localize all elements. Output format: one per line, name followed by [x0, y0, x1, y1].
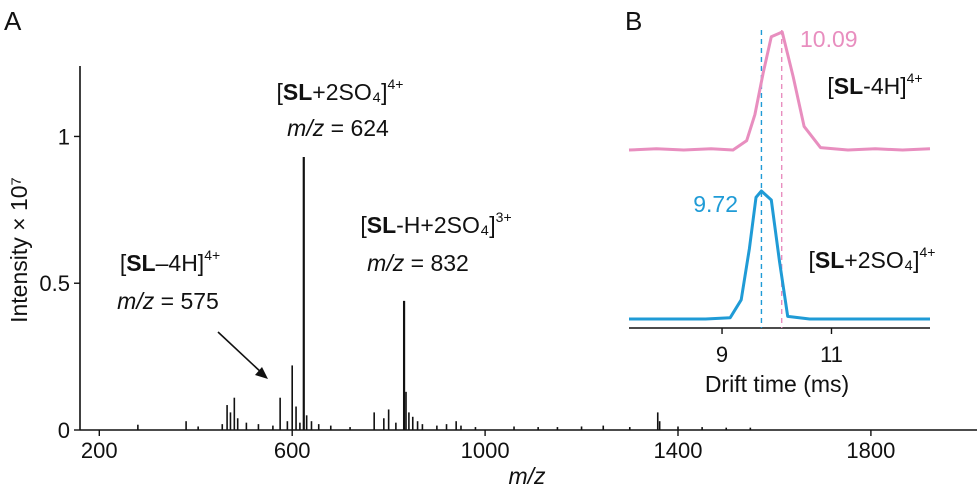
annotation-575-ion: –4H]	[156, 250, 205, 276]
annotation-575-formula: [SL–4H]4+	[120, 247, 220, 276]
y-ticks: 00.51	[39, 124, 80, 443]
annotation-575-mz: m/z = 575	[117, 288, 219, 314]
drift-trace-sl-2so4	[629, 189, 930, 321]
x-tick-label: 1800	[846, 438, 895, 463]
annotation-575-mz-label: m/z	[117, 288, 155, 314]
annotation-575-arrow	[217, 331, 264, 375]
b-x-ticks: 9 11	[716, 328, 843, 367]
annotation-624-mz-value: = 624	[331, 115, 389, 141]
annotation-624-charge: 4+	[388, 76, 404, 92]
annotation-624-species: SL	[283, 79, 312, 105]
y-tick-label: 0	[58, 418, 70, 443]
drift-time-panel: 9 11 Drift time (ms) [SL-4H]4+ [SL+2SO₄]4…	[628, 26, 936, 397]
mass-spectrum-panel: 200 600 1000 1400 1800 00.51 m/z Intensity ×…	[6, 66, 977, 489]
annotation-832-charge: 3+	[496, 209, 512, 225]
panel-a-letter: A	[4, 6, 22, 36]
annotation-832-mz-value: = 832	[411, 250, 469, 276]
x-tick-label: 1000	[461, 438, 510, 463]
annotation-832-ion: -H+2SO₄]	[396, 212, 496, 238]
panel-b-letter: B	[625, 6, 642, 36]
annotation-624-mz: m/z = 624	[287, 115, 389, 141]
annotation-832-species: SL	[367, 212, 396, 238]
x-tick-label: 200	[81, 438, 118, 463]
apex-label-pink: 10.09	[800, 26, 858, 52]
annotation-832-formula: [SL-H+2SO₄]3+	[360, 209, 511, 238]
b-x-axis-label: Drift time (ms)	[705, 371, 849, 397]
annotation-575-arrowhead	[255, 367, 268, 379]
y-tick-label: 0.5	[39, 271, 70, 296]
annotation-624-mz-label: m/z	[287, 115, 325, 141]
drift-trace-sl-4h	[628, 30, 931, 152]
b-apex-guides	[760, 30, 783, 328]
b-x-tick-label: 11	[820, 342, 843, 367]
y-tick-label: 1	[58, 124, 70, 149]
b-x-tick-label: 9	[716, 342, 728, 367]
b-series	[628, 30, 931, 321]
apex-label-blue: 9.72	[693, 191, 738, 217]
annotation-575-mz-value: = 575	[161, 288, 219, 314]
annotation-575-charge: 4+	[204, 247, 220, 263]
y-axis-label: Intensity × 10⁷	[6, 177, 32, 323]
x-tick-label: 1400	[654, 438, 703, 463]
annotation-624-formula: [SL+2SO₄]4+	[277, 76, 404, 105]
x-ticks: 200 600 1000 1400 1800	[81, 430, 895, 463]
series-label-sl-4h: [SL-4H]4+	[827, 70, 922, 99]
x-axis-label: m/z	[508, 463, 546, 489]
annotation-832-mz: m/z = 832	[367, 250, 469, 276]
x-tick-label: 600	[274, 438, 311, 463]
annotation-624-ion: +2SO₄]	[312, 79, 387, 105]
series-label-sl-2so4: [SL+2SO₄]4+	[809, 244, 936, 273]
annotation-575-species: SL	[126, 250, 155, 276]
spectrum-peaks	[137, 157, 752, 430]
annotation-832-mz-label: m/z	[367, 250, 405, 276]
